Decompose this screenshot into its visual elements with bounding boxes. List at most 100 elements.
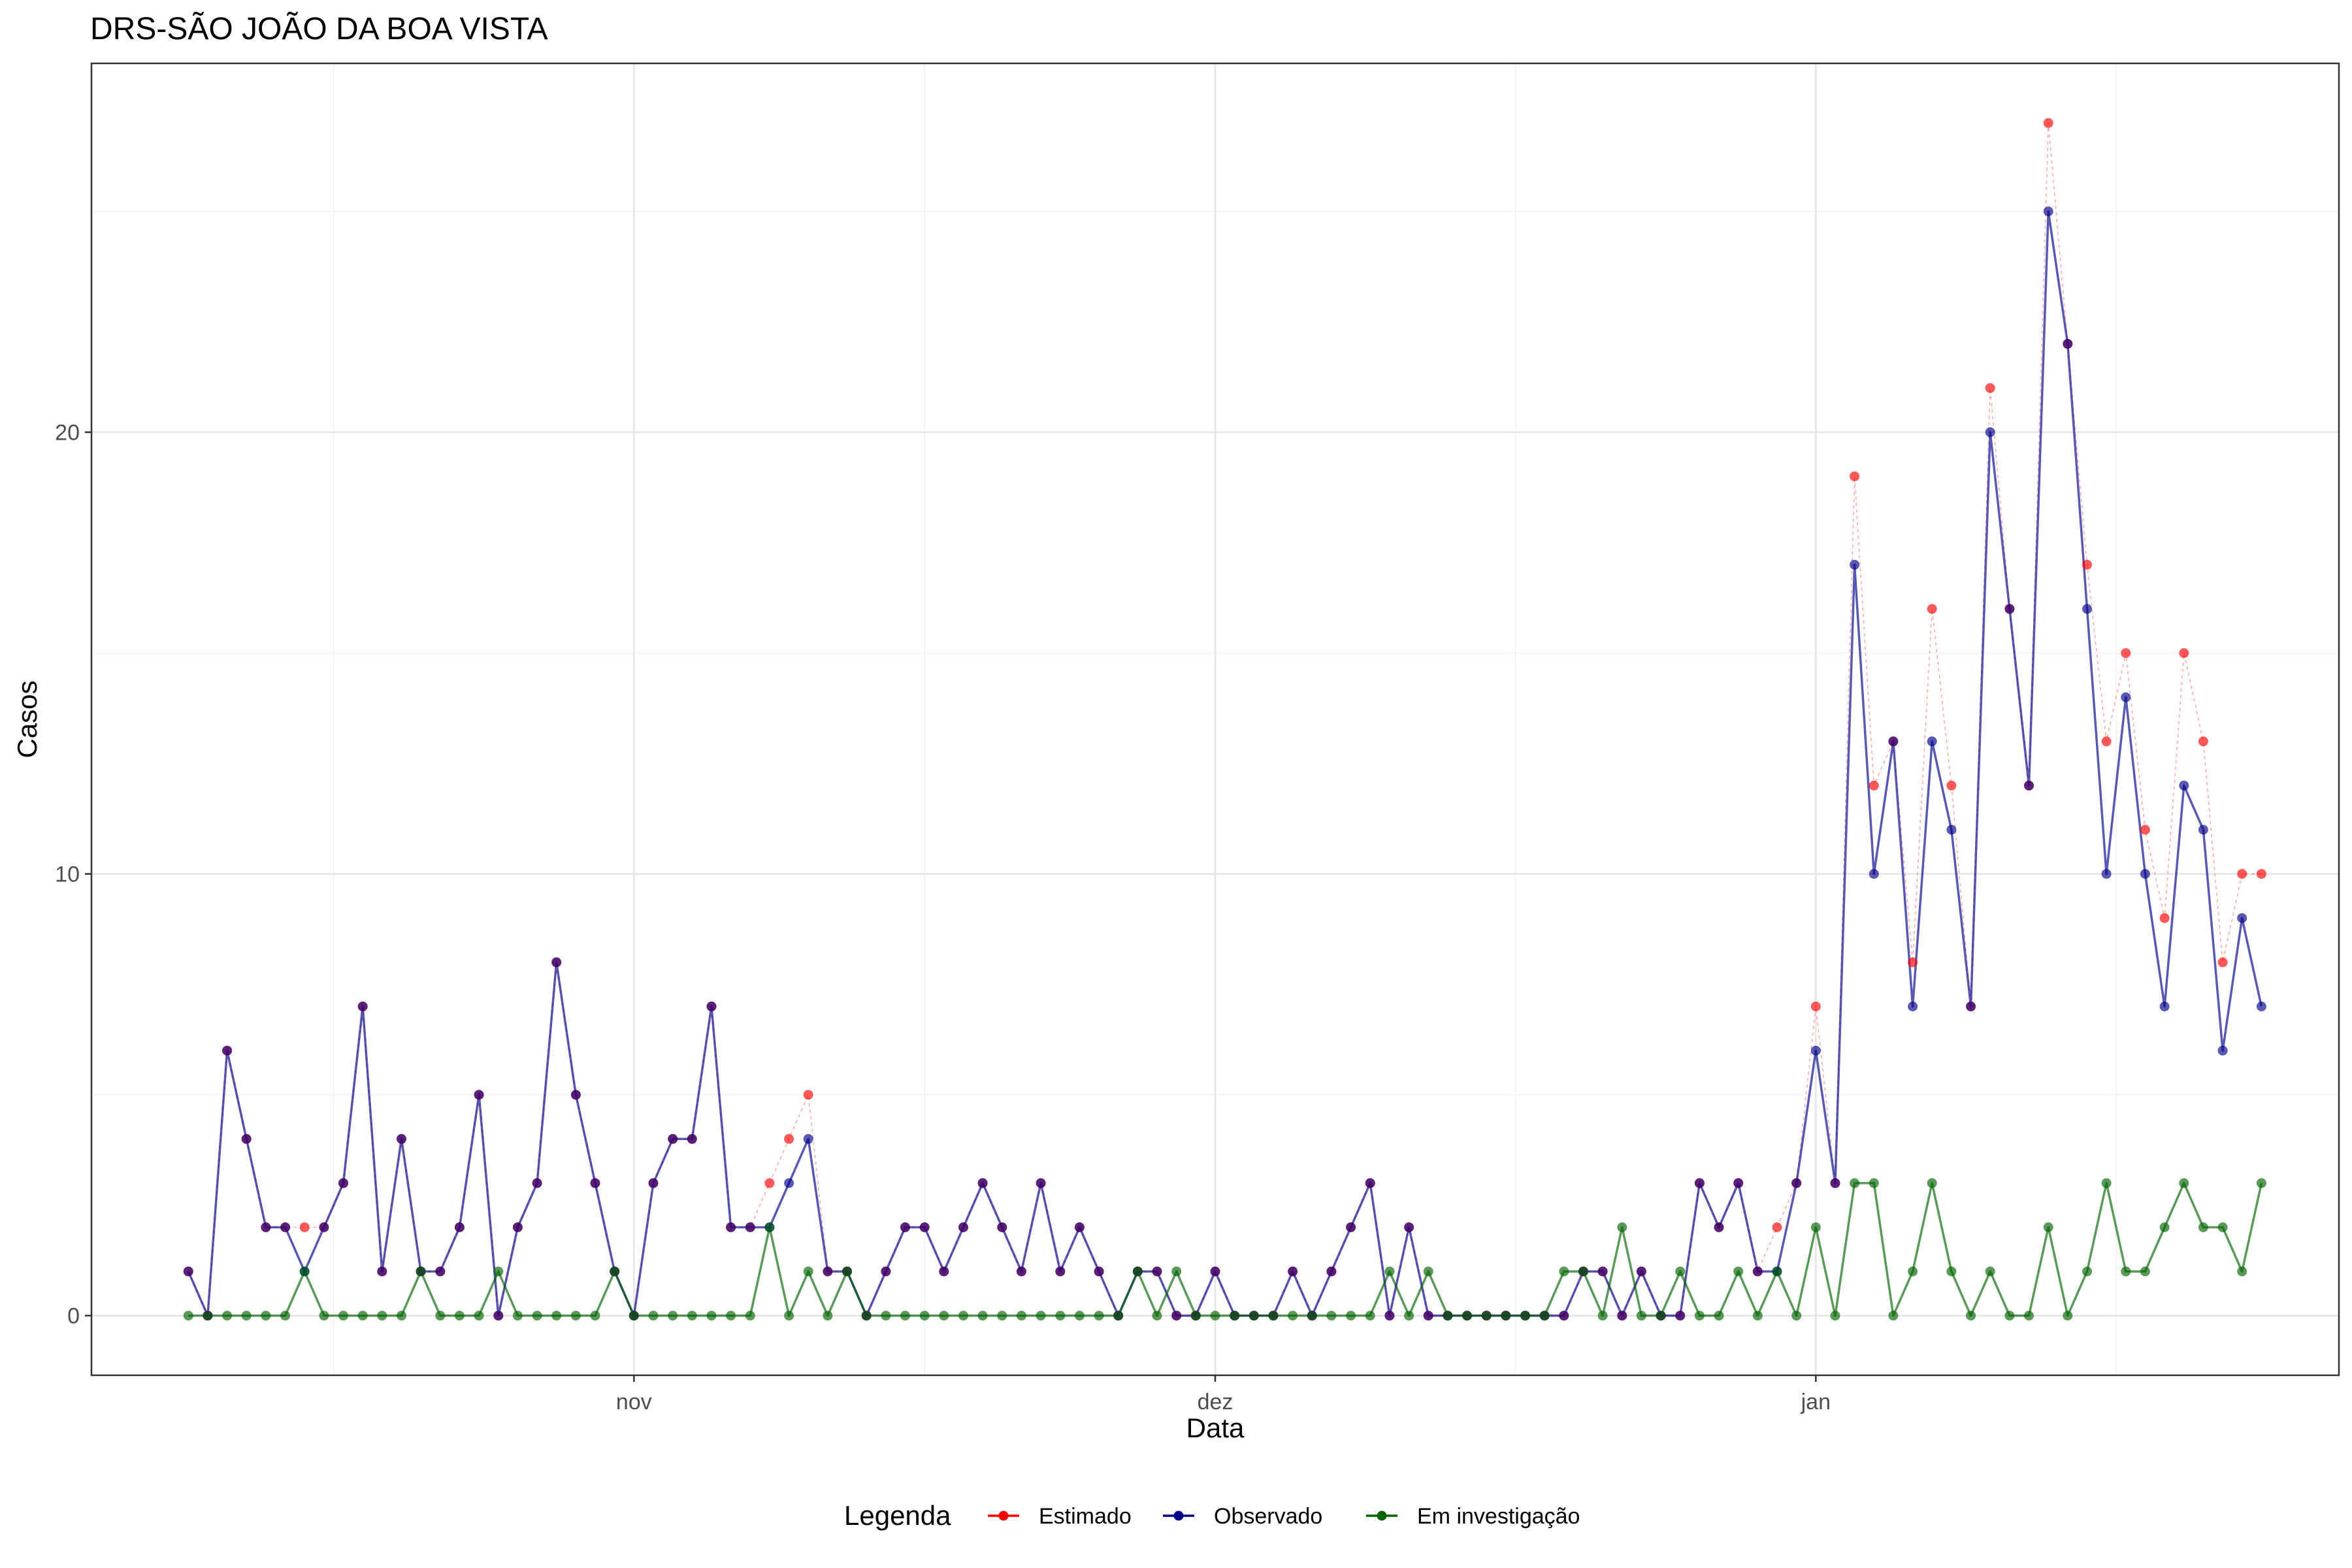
data-point	[2179, 648, 2189, 659]
data-point	[1927, 604, 1937, 614]
data-point	[1830, 1178, 1840, 1188]
data-point	[1423, 1311, 1433, 1321]
data-point	[1190, 1311, 1201, 1321]
data-point	[2198, 825, 2208, 835]
data-point	[745, 1222, 755, 1232]
data-point	[512, 1311, 523, 1321]
data-point	[1791, 1178, 1802, 1188]
data-point	[764, 1222, 775, 1232]
data-point	[1869, 780, 1879, 791]
data-point	[1636, 1266, 1646, 1277]
data-point	[1733, 1178, 1744, 1188]
data-point	[1617, 1311, 1627, 1321]
data-point	[706, 1002, 717, 1011]
data-point	[2043, 118, 2053, 128]
data-point	[1597, 1266, 1608, 1277]
x-tick-label: dez	[1198, 1390, 1233, 1414]
data-point	[1908, 1266, 1918, 1277]
data-point	[1791, 1311, 1802, 1321]
data-point	[299, 1266, 310, 1277]
data-point	[1210, 1266, 1220, 1277]
data-point	[590, 1178, 600, 1188]
data-point	[1888, 1311, 1899, 1321]
data-point	[958, 1311, 968, 1321]
data-point	[2198, 736, 2208, 747]
data-point	[2140, 1266, 2150, 1277]
data-point	[2159, 1002, 2170, 1011]
data-point	[2043, 206, 2053, 216]
data-point	[900, 1311, 910, 1321]
data-point	[2063, 1311, 2073, 1321]
data-point	[861, 1311, 872, 1321]
data-point	[1578, 1266, 1588, 1277]
data-point	[2159, 913, 2170, 923]
data-point	[241, 1134, 252, 1144]
data-point	[1346, 1311, 1356, 1321]
data-point	[784, 1134, 794, 1144]
data-point	[1152, 1266, 1162, 1277]
data-point	[687, 1134, 697, 1144]
data-point	[977, 1178, 988, 1188]
data-point	[397, 1311, 406, 1321]
data-point	[881, 1266, 891, 1277]
data-point	[1016, 1311, 1026, 1321]
data-point	[1810, 1002, 1821, 1011]
data-point	[823, 1266, 833, 1277]
data-point	[1869, 1178, 1879, 1188]
data-point	[1985, 1266, 1995, 1277]
data-point	[1307, 1311, 1317, 1321]
data-point	[687, 1311, 697, 1321]
data-point	[1404, 1311, 1414, 1321]
data-point	[1539, 1311, 1550, 1321]
data-point	[532, 1178, 542, 1188]
data-point	[1927, 1178, 1937, 1188]
data-point	[551, 1311, 562, 1321]
data-point	[1908, 957, 1918, 968]
data-point	[784, 1311, 794, 1321]
data-point	[1346, 1222, 1356, 1232]
data-point	[2217, 1222, 2228, 1232]
data-point	[474, 1311, 484, 1321]
x-tick-label: nov	[616, 1390, 652, 1414]
data-point	[1714, 1311, 1724, 1321]
data-point	[1927, 736, 1937, 747]
x-axis-label: Data	[1186, 1413, 1245, 1443]
data-point	[222, 1311, 233, 1321]
data-point	[2121, 648, 2131, 659]
data-point	[1772, 1266, 1782, 1277]
data-point	[2024, 1311, 2034, 1321]
data-point	[1850, 1178, 1860, 1188]
data-point	[1810, 1222, 1821, 1232]
data-point	[338, 1311, 348, 1321]
data-point	[2043, 1222, 2053, 1232]
data-point	[1733, 1266, 1744, 1277]
plot-series	[183, 118, 2266, 1321]
data-point	[397, 1134, 406, 1144]
data-point	[493, 1266, 504, 1277]
data-point	[881, 1311, 891, 1321]
data-point	[823, 1311, 833, 1321]
data-point	[1288, 1266, 1298, 1277]
data-point	[2179, 1178, 2189, 1188]
data-point	[2082, 604, 2092, 614]
x-axis: nov dez jan	[616, 1375, 1831, 1414]
data-point	[2121, 692, 2131, 702]
data-point	[261, 1311, 271, 1321]
data-point	[1830, 1311, 1840, 1321]
legend-item-label: Observado	[1214, 1504, 1322, 1529]
x-tick-label: jan	[1801, 1390, 1831, 1414]
data-point	[610, 1266, 620, 1277]
legend-item-label: Em investigação	[1417, 1504, 1580, 1529]
data-point	[1810, 1045, 1821, 1056]
data-point	[1365, 1311, 1375, 1321]
data-point	[1113, 1311, 1124, 1321]
data-point	[745, 1311, 755, 1321]
data-point	[1326, 1266, 1337, 1277]
data-point	[1481, 1311, 1492, 1321]
data-point	[1694, 1178, 1705, 1188]
data-point	[900, 1222, 910, 1232]
data-point	[1966, 1311, 1976, 1321]
data-point	[939, 1266, 949, 1277]
data-point	[842, 1266, 853, 1277]
data-point	[803, 1090, 813, 1100]
